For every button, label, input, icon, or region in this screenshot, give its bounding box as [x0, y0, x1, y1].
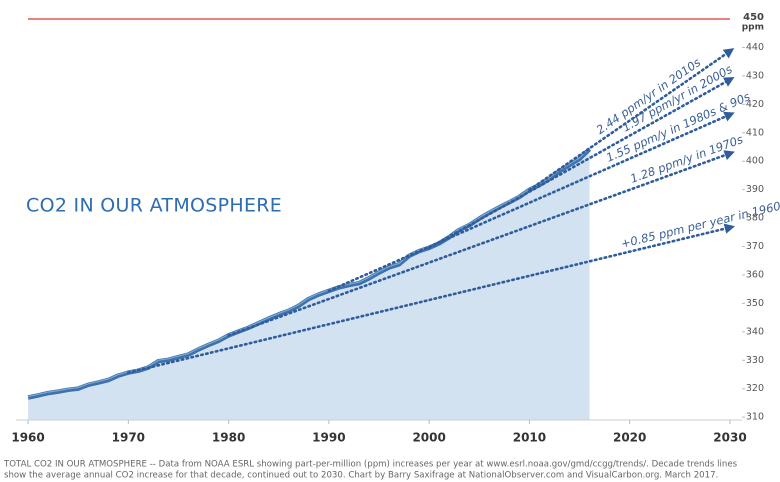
- trend-line: [127, 223, 736, 374]
- y-tick-label: 350: [746, 298, 764, 309]
- y-tick-label: 440: [746, 42, 764, 53]
- x-tick-label: 1970: [112, 431, 145, 445]
- y-tick-label: 370: [746, 241, 764, 252]
- x-tick-label: 2000: [412, 431, 445, 445]
- footnote: TOTAL CO2 IN OUR ATMOSPHERE -- Data from…: [3, 460, 738, 470]
- trend-line: [427, 77, 735, 250]
- x-tick-label: 2020: [613, 431, 646, 445]
- chart-title: CO2 IN OUR ATMOSPHERE: [26, 195, 282, 217]
- y-tick-label: 420: [746, 99, 764, 110]
- threshold-label: 450: [743, 12, 764, 23]
- x-tick-label: 1980: [212, 431, 245, 445]
- y-tick-label: 360: [746, 269, 764, 280]
- y-tick-label: 390: [746, 184, 764, 195]
- x-tick-label: 2010: [513, 431, 546, 445]
- y-tick-label: 310: [746, 412, 764, 423]
- y-tick-label: 340: [746, 326, 764, 337]
- y-tick-label: 410: [746, 127, 764, 138]
- trend-line: [227, 150, 735, 337]
- footnote: show the average annual CO2 increase for…: [4, 471, 718, 481]
- trend-line: [327, 111, 735, 293]
- threshold-unit: ppm: [742, 23, 764, 33]
- area: [28, 149, 590, 420]
- x-tick-label: 1990: [312, 431, 345, 445]
- line-highlight: [27, 147, 591, 398]
- x-tick-label: 2030: [713, 431, 746, 445]
- y-tick-label: 380: [746, 213, 764, 224]
- y-tick-label: 430: [746, 70, 764, 81]
- y-tick-label: 320: [746, 383, 764, 394]
- y-tick-label: 400: [746, 156, 764, 167]
- y-tick-label: 330: [746, 355, 764, 366]
- trend-line: [528, 48, 735, 192]
- x-tick-label: 1960: [11, 431, 44, 445]
- line: [27, 147, 592, 400]
